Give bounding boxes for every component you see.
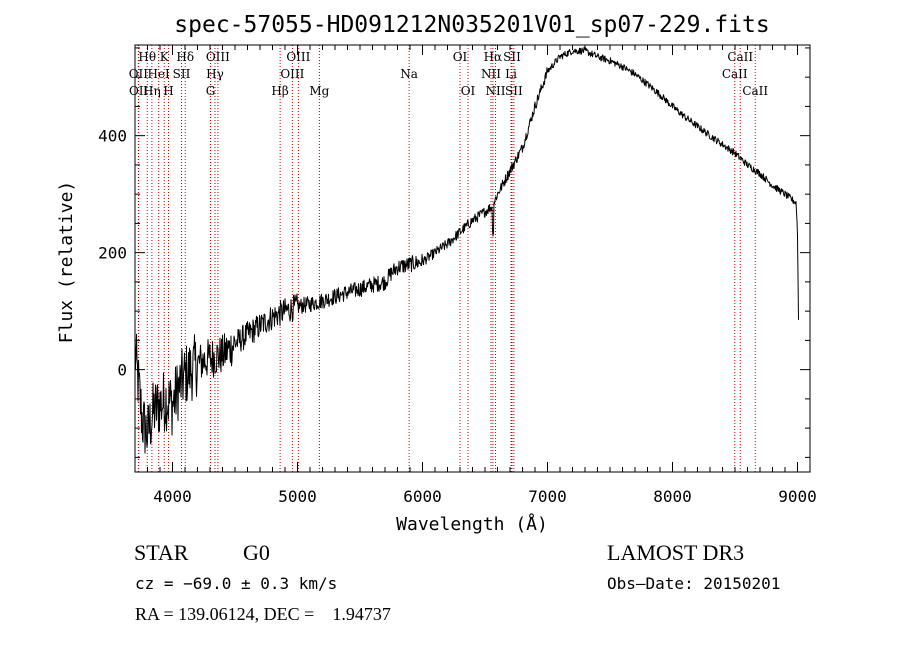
tick-label: 7000 — [528, 487, 567, 506]
line-label: OII — [129, 84, 149, 98]
line-label: CaII — [722, 67, 748, 81]
emission-line-markers — [137, 45, 756, 472]
line-label: CaII — [727, 50, 753, 64]
line-label: Mg — [309, 84, 329, 98]
line-label: K — [160, 50, 170, 64]
survey-name: LAMOST DR3 — [607, 540, 745, 565]
line-label: CaII — [742, 84, 768, 98]
line-label: Li — [505, 67, 517, 81]
tick-label: 200 — [98, 244, 127, 263]
line-label: Hγ — [206, 67, 224, 81]
redshift-value: cz = −69.0 ± 0.3 km/s — [135, 574, 338, 593]
line-label: OI — [461, 84, 476, 98]
line-label: SII — [503, 50, 521, 64]
line-label: Hα — [484, 50, 503, 64]
line-label: SII — [173, 67, 191, 81]
tick-label: 0 — [117, 361, 127, 380]
y-axis-label: Flux (relative) — [56, 181, 77, 344]
line-label: OII — [129, 67, 149, 81]
tick-label: 5000 — [278, 487, 317, 506]
x-axis-label: Wavelength (Å) — [396, 513, 548, 535]
line-label: Na — [400, 67, 418, 81]
tick-label: 8000 — [653, 487, 692, 506]
object-class: STAR — [134, 540, 189, 565]
line-label: Hθ — [138, 50, 156, 64]
tick-label: 400 — [98, 127, 127, 146]
line-label: NII — [481, 67, 501, 81]
line-label: Hβ — [271, 84, 288, 98]
line-label: H — [163, 84, 173, 98]
line-label: HeI — [147, 67, 170, 81]
observation-date: Obs–Date: 20150201 — [607, 574, 781, 593]
tick-label: 9000 — [778, 487, 817, 506]
line-label: Hδ — [176, 50, 194, 64]
line-label: OIII — [206, 50, 230, 64]
line-label: Hη — [143, 84, 161, 98]
object-subclass: G0 — [243, 540, 270, 565]
axis-ticks: 4000 5000 6000 7000 8000 9000 0 200 400 — [98, 45, 817, 506]
line-label: G — [206, 84, 216, 98]
line-label: NII — [486, 84, 506, 98]
plot-frame — [134, 44, 811, 473]
line-label: OIII — [286, 50, 310, 64]
tick-label: 4000 — [153, 487, 192, 506]
coordinates: RA = 139.06124, DEC = 1.94737 — [135, 604, 391, 624]
line-label: SII — [505, 84, 523, 98]
spectrum-line — [134, 46, 799, 454]
line-label: OI — [453, 50, 468, 64]
chart-title: spec-57055-HD091212N035201V01_sp07-229.f… — [174, 12, 769, 38]
line-label: OIII — [280, 67, 304, 81]
tick-label: 6000 — [403, 487, 442, 506]
